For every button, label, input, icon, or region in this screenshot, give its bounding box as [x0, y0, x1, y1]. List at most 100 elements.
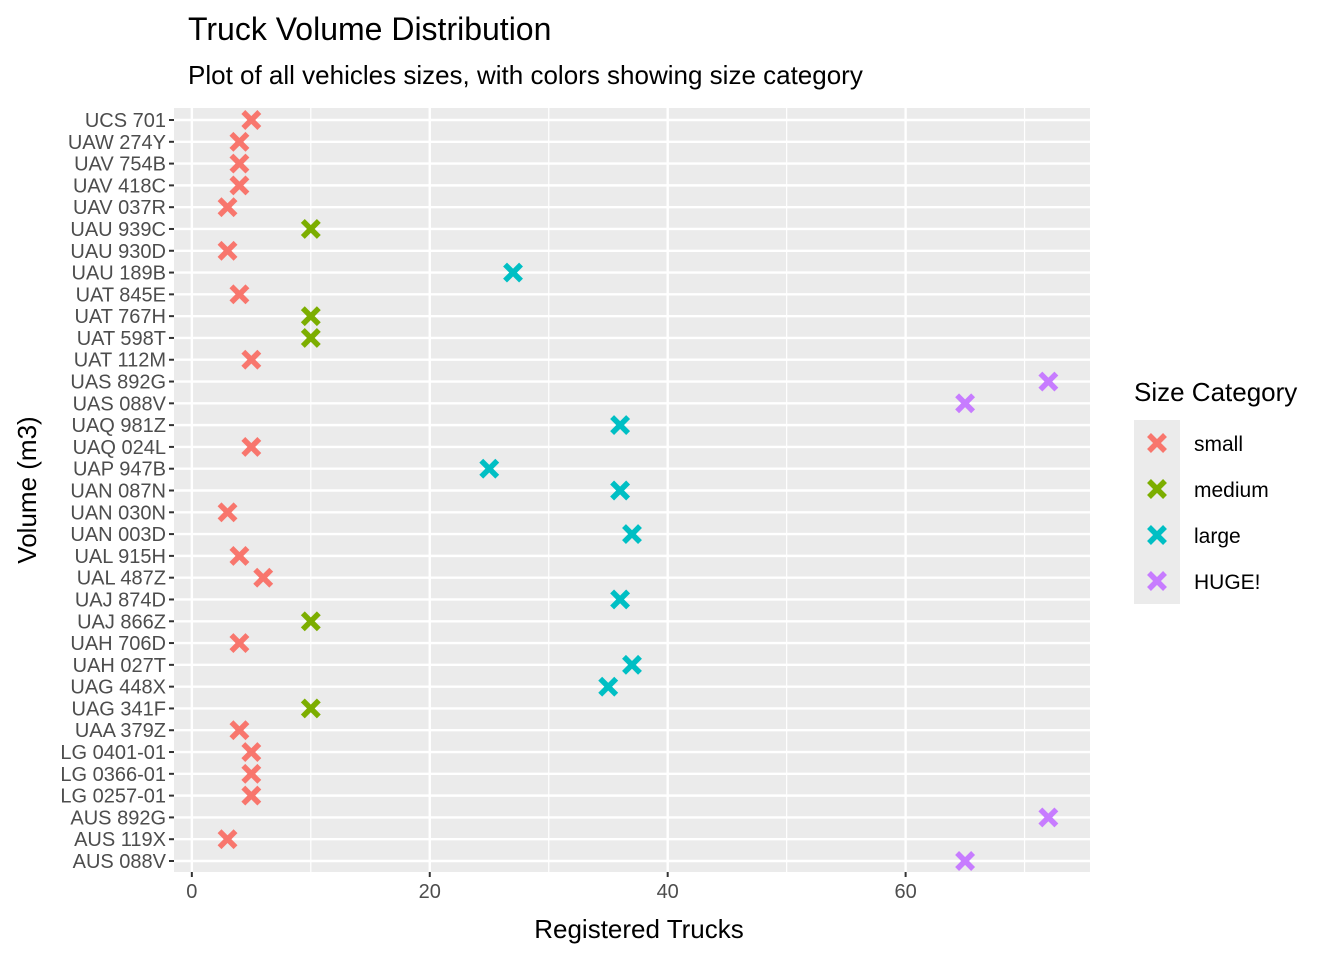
data-point: [229, 153, 250, 174]
y-tick-label: UAS 892G: [70, 372, 166, 394]
cross-stroke: [1038, 371, 1059, 392]
y-tick-label: UAW 274Y: [68, 132, 166, 154]
cross-stroke: [300, 327, 321, 348]
cross-stroke: [253, 567, 274, 588]
data-point: [300, 306, 321, 327]
cross-stroke: [955, 851, 976, 871]
cross-stroke: [229, 153, 250, 174]
y-tick-label: UAT 845E: [76, 284, 166, 306]
cross-stroke: [241, 349, 262, 370]
x-axis: 0 20 40 60: [186, 872, 917, 903]
data-point: [503, 262, 523, 283]
data-point: [610, 480, 631, 501]
data-point: [229, 175, 250, 196]
legend-key-2: [1147, 525, 1167, 545]
data-point: [229, 720, 250, 741]
grid: [174, 108, 1090, 872]
data-point: [217, 502, 238, 523]
data-point: [300, 698, 321, 719]
y-tick-label: UAV 418C: [73, 175, 166, 197]
y-tick-label: UAV 754B: [74, 154, 166, 176]
cross-stroke: [610, 415, 631, 436]
y-tick-label: UAT 112M: [74, 350, 166, 372]
cross-stroke: [1147, 479, 1167, 499]
legend-label: large: [1194, 525, 1241, 548]
cross-stroke: [241, 436, 262, 457]
legend-key-1: [1147, 479, 1167, 499]
cross-stroke: [300, 219, 321, 239]
cross-stroke: [241, 742, 262, 762]
cross-stroke: [503, 262, 523, 283]
y-tick-label: UAQ 024L: [73, 437, 166, 459]
data-point: [217, 829, 238, 850]
chart-title: Truck Volume Distribution: [188, 11, 551, 47]
cross-stroke: [610, 480, 631, 501]
cross-stroke: [955, 393, 976, 414]
data-point: [241, 785, 262, 806]
y-tick-label: UAN 003D: [70, 524, 166, 546]
cross-stroke: [229, 633, 250, 654]
data-point: [622, 524, 642, 545]
y-tick-label: UAQ 981Z: [72, 415, 166, 437]
cross-stroke: [229, 284, 250, 305]
legend-label: medium: [1194, 479, 1269, 502]
cross-stroke: [217, 829, 238, 850]
cross-stroke: [1147, 433, 1167, 453]
y-tick-label: UAL 915H: [74, 546, 166, 568]
data-point: [955, 393, 976, 414]
cross-stroke: [598, 676, 619, 697]
legend-label: HUGE!: [1194, 571, 1261, 594]
y-tick-label: UAV 037R: [73, 197, 166, 219]
data-point: [229, 131, 250, 152]
y-tick-label: UAU 189B: [72, 263, 167, 285]
y-tick-label: UAH 706D: [70, 633, 166, 655]
y-tick-label: UCS 701: [85, 110, 166, 132]
y-tick-label: LG 0257-01: [60, 786, 166, 808]
y-tick-label: UAL 487Z: [77, 568, 166, 590]
y-tick-label: AUS 088V: [73, 851, 167, 873]
y-axis-label: Volume (m3): [12, 416, 42, 563]
data-point: [1038, 807, 1059, 828]
cross-stroke: [229, 131, 250, 152]
x-tick-label: 40: [657, 881, 679, 903]
data-point: [217, 240, 238, 261]
data-point: [241, 436, 262, 457]
cross-stroke: [241, 785, 262, 806]
cross-stroke: [1038, 807, 1059, 828]
y-tick-label: AUS 119X: [74, 829, 166, 851]
y-tick-label: UAG 448X: [70, 677, 166, 699]
cross-stroke: [229, 175, 250, 196]
x-axis-label: Registered Trucks: [534, 914, 744, 944]
chart-subtitle: Plot of all vehicles sizes, with colors …: [188, 60, 863, 90]
legend-key-background: [1134, 420, 1180, 604]
data-point: [241, 742, 262, 762]
data-point: [229, 545, 250, 566]
y-tick-label: UAS 088V: [73, 393, 167, 415]
cross-stroke: [217, 502, 238, 523]
data-point: [253, 567, 274, 588]
y-tick-label: LG 0401-01: [60, 742, 166, 764]
y-tick-label: UAU 930D: [70, 241, 166, 263]
data-point: [241, 763, 262, 784]
data-point: [300, 219, 321, 239]
cross-stroke: [229, 545, 250, 566]
cross-stroke: [217, 197, 238, 218]
cross-stroke: [622, 524, 642, 545]
cross-stroke: [479, 458, 500, 479]
cross-stroke: [229, 720, 250, 741]
y-tick-label: UAJ 874D: [75, 589, 166, 611]
y-tick-label: AUS 892G: [70, 807, 166, 829]
legend-key-3: [1147, 571, 1167, 591]
cross-stroke: [610, 589, 631, 610]
y-tick-label: UAJ 866Z: [77, 611, 166, 633]
cross-stroke: [1147, 525, 1167, 545]
cross-stroke: [300, 306, 321, 327]
y-tick-label: UAN 087N: [70, 481, 166, 503]
y-tick-label: LG 0366-01: [60, 764, 166, 786]
x-tick-label: 60: [894, 881, 916, 903]
y-tick-label: UAN 030N: [70, 502, 166, 524]
y-tick-label: UAA 379Z: [75, 720, 166, 742]
